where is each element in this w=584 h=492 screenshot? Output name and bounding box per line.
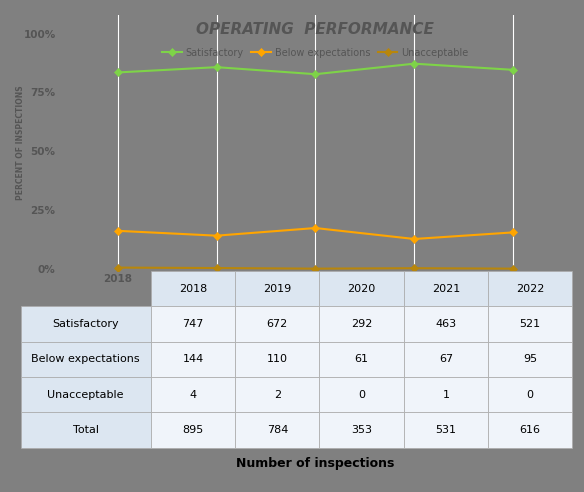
Below expectations — [114, 228, 121, 234]
Unacceptable — [114, 265, 121, 271]
Satisfactory — [312, 71, 319, 77]
Below expectations — [312, 225, 319, 231]
Satisfactory — [213, 64, 220, 70]
Satisfactory — [411, 61, 418, 66]
Text: Number of inspections: Number of inspections — [236, 457, 395, 469]
Unacceptable — [213, 265, 220, 271]
Legend: Satisfactory, Below expectations, Unacceptable: Satisfactory, Below expectations, Unacce… — [162, 48, 468, 58]
Text: OPERATING  PERFORMANCE: OPERATING PERFORMANCE — [196, 23, 434, 37]
Unacceptable — [312, 266, 319, 272]
Y-axis label: PERCENT OF INSPECTIONS: PERCENT OF INSPECTIONS — [16, 86, 25, 200]
Below expectations — [411, 236, 418, 242]
Below expectations — [509, 229, 516, 235]
Unacceptable — [411, 265, 418, 271]
Satisfactory — [114, 69, 121, 75]
Line: Unacceptable: Unacceptable — [115, 265, 516, 272]
Line: Below expectations: Below expectations — [115, 225, 516, 242]
Line: Satisfactory: Satisfactory — [115, 61, 516, 77]
Satisfactory — [509, 67, 516, 73]
Unacceptable — [509, 266, 516, 272]
Below expectations — [213, 233, 220, 239]
